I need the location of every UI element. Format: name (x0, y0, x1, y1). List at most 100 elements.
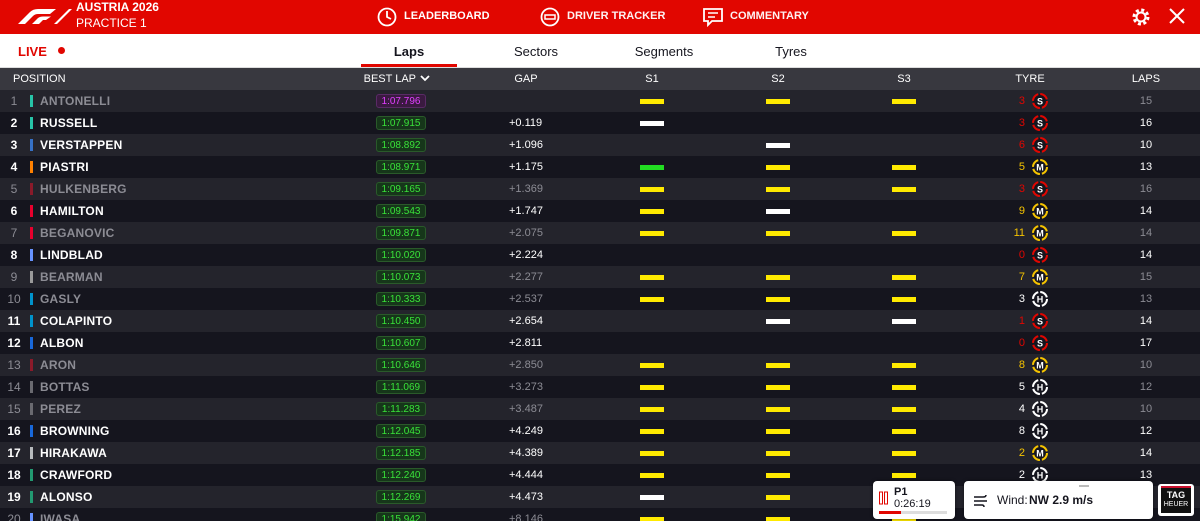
tyre-icon: S (1032, 115, 1048, 131)
leaderboard-row[interactable]: 15 PEREZ 1:11.283 +3.487 4 H 10 (0, 398, 1200, 420)
leaderboard-row[interactable]: 4 PIASTRI 1:08.971 +1.175 5 M 13 (0, 156, 1200, 178)
leaderboard-row[interactable]: 6 HAMILTON 1:09.543 +1.747 9 M 14 (0, 200, 1200, 222)
sector-indicator (892, 385, 916, 390)
driver-name: HAMILTON (40, 204, 104, 218)
leaderboard-row[interactable]: 12 ALBON 1:10.607 +2.811 0 S 17 (0, 332, 1200, 354)
tyre-ring (1032, 225, 1048, 241)
f1-logo[interactable] (16, 8, 72, 26)
tyre-compound: M (1036, 207, 1044, 217)
position: 15 (7, 402, 21, 416)
team-color (30, 315, 33, 327)
tyre-laps: 2 (1018, 447, 1025, 459)
column-header[interactable]: S3 (897, 73, 911, 85)
sector-indicator (766, 385, 790, 390)
tyre-icon: S (1032, 313, 1048, 329)
sector-indicator (766, 407, 790, 412)
sector-indicator (766, 363, 790, 368)
leaderboard-row[interactable]: 16 BROWNING 1:12.045 +4.249 8 H 12 (0, 420, 1200, 442)
sub-tab[interactable]: Laps (393, 44, 425, 59)
sector-indicator (766, 319, 790, 324)
gap: +2.850 (509, 359, 543, 371)
driver-name: LINDBLAD (40, 248, 103, 262)
driver-name: ARON (40, 358, 77, 372)
sector-indicator (892, 473, 916, 478)
main-tab[interactable]: DRIVER TRACKER (567, 10, 666, 22)
gap: +2.224 (509, 249, 543, 261)
main-tab[interactable]: LEADERBOARD (404, 10, 490, 22)
sponsor-logo: TAG HEUER (1158, 484, 1194, 516)
main-tab[interactable]: COMMENTARY (730, 10, 809, 22)
leaderboard-row[interactable]: 11 COLAPINTO 1:10.450 +2.654 1 S 14 (0, 310, 1200, 332)
column-header[interactable]: BEST LAP (363, 73, 416, 85)
live-dot (58, 47, 65, 54)
tyre-icon: H (1032, 291, 1048, 307)
gap: +1.369 (509, 183, 543, 195)
leaderboard-row[interactable]: 13 ARON 1:10.646 +2.850 8 M 10 (0, 354, 1200, 376)
driver-name: HIRAKAWA (40, 446, 107, 460)
session-time: 0:26:19 (894, 498, 931, 510)
driver-name: PIASTRI (40, 160, 89, 174)
column-header[interactable]: LAPS (1131, 73, 1161, 85)
position: 20 (7, 512, 21, 521)
position: 6 (10, 204, 18, 218)
team-color (30, 205, 33, 217)
tyre-compound: S (1037, 119, 1043, 129)
leaderboard-row[interactable]: 8 LINDBLAD 1:10.020 +2.224 0 S 14 (0, 244, 1200, 266)
team-color (30, 403, 33, 415)
laps: 14 (1139, 447, 1153, 459)
leaderboard-row[interactable]: 17 HIRAKAWA 1:12.185 +4.389 2 M 14 (0, 442, 1200, 464)
leaderboard-row[interactable]: 7 BEGANOVIC 1:09.871 +2.075 11 M 14 (0, 222, 1200, 244)
session-label: P1 (894, 486, 908, 498)
column-header[interactable]: S2 (771, 73, 785, 85)
column-header[interactable]: S1 (645, 73, 659, 85)
laps: 15 (1139, 271, 1153, 283)
position: 8 (10, 248, 18, 262)
leaderboard-row[interactable]: 3 VERSTAPPEN 1:08.892 +1.096 6 S 10 (0, 134, 1200, 156)
gap: +1.096 (509, 139, 543, 151)
column-header[interactable]: GAP (514, 73, 538, 85)
tyre-icon: S (1032, 181, 1048, 197)
team-color (30, 469, 33, 481)
sub-tab[interactable]: Sectors (513, 44, 559, 59)
sector-indicator (766, 165, 790, 170)
leaderboard-row[interactable]: 9 BEARMAN 1:10.073 +2.277 7 M 15 (0, 266, 1200, 288)
best-lap: 1:10.020 (376, 248, 426, 262)
close-button[interactable] (1168, 7, 1186, 25)
leaderboard-row[interactable]: 18 CRAWFORD 1:12.240 +4.444 2 H 13 (0, 464, 1200, 486)
tyre-laps: 3 (1018, 95, 1025, 107)
leaderboard-row[interactable]: 14 BOTTAS 1:11.069 +3.273 5 H 12 (0, 376, 1200, 398)
best-lap: 1:09.543 (376, 204, 426, 218)
team-color (30, 161, 33, 173)
sub-tab[interactable]: Segments (634, 44, 694, 59)
tyre-icon: H (1032, 379, 1048, 395)
tyre-laps: 0 (1018, 337, 1025, 349)
driver-name: COLAPINTO (40, 314, 113, 328)
team-color (30, 337, 33, 349)
leaderboard-row[interactable]: 1 ANTONELLI 1:07.796 3 S 15 (0, 90, 1200, 112)
column-header[interactable]: TYRE (1015, 73, 1045, 85)
top-bar: AUSTRIA 2026 PRACTICE 1 LEADERBOARD DRIVE… (0, 0, 1200, 34)
live-label: LIVE (18, 44, 47, 59)
team-color (30, 183, 33, 195)
sector-indicator (766, 473, 790, 478)
settings-button[interactable] (1130, 6, 1152, 28)
laps: 14 (1139, 249, 1153, 261)
best-lap: 1:09.871 (376, 226, 426, 240)
tyre-compound: H (1037, 427, 1044, 437)
sort-chevron (420, 75, 430, 82)
leaderboard-row[interactable]: 2 RUSSELL 1:07.915 +0.119 3 S 16 (0, 112, 1200, 134)
tyre-compound: S (1037, 339, 1043, 349)
sector-indicator (640, 121, 664, 126)
leaderboard-row[interactable]: 10 GASLY 1:10.333 +2.537 3 H 13 (0, 288, 1200, 310)
weather-widget[interactable]: Wind: NW 2.9 m/s (964, 481, 1153, 519)
session-widget[interactable]: P1 0:26:19 (873, 481, 955, 519)
tyre-laps: 3 (1018, 293, 1025, 305)
column-header[interactable]: POSITION (13, 73, 66, 85)
tyre-compound: M (1036, 163, 1044, 173)
sub-tab[interactable]: Tyres (775, 44, 807, 59)
tyre-ring (1032, 379, 1048, 395)
leaderboard-row[interactable]: 5 HULKENBERG 1:09.165 +1.369 3 S 16 (0, 178, 1200, 200)
sector-indicator (892, 319, 916, 324)
sector-indicator (892, 407, 916, 412)
best-lap: 1:10.646 (376, 358, 426, 372)
